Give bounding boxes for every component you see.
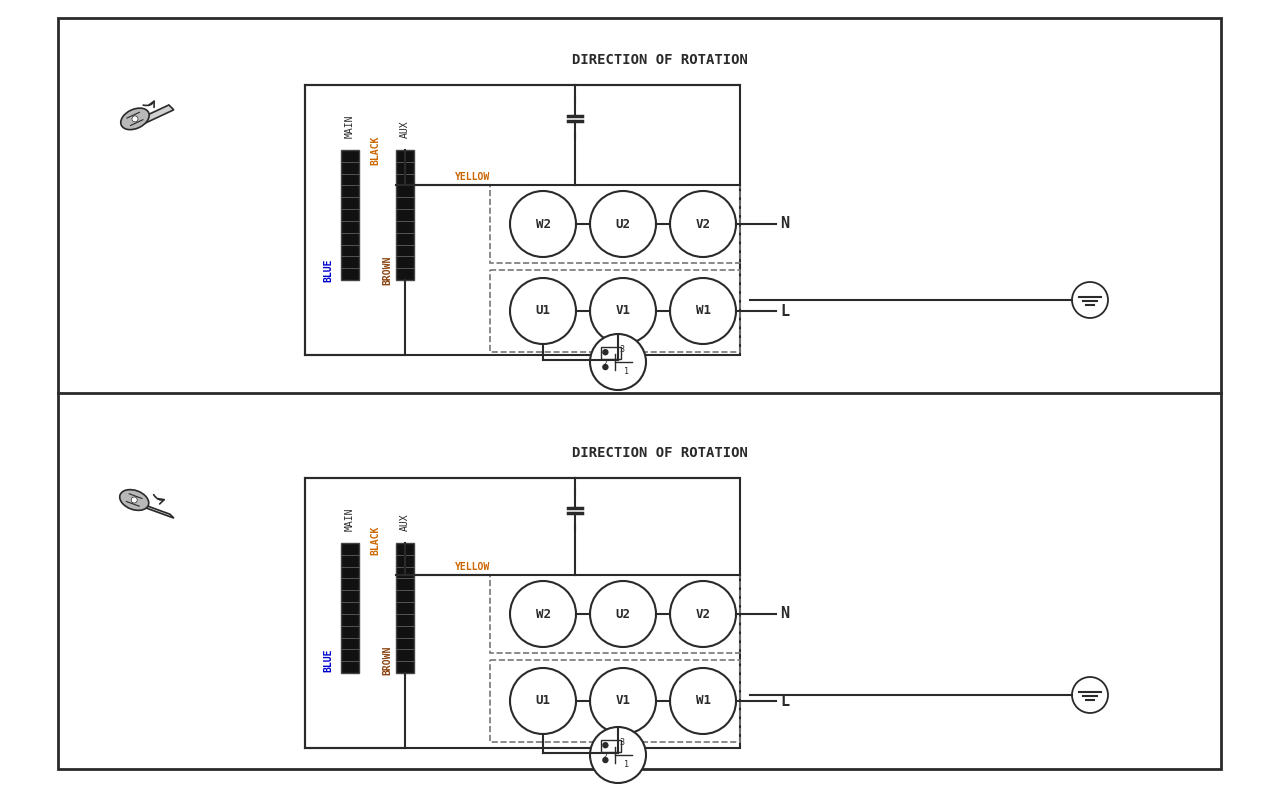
- Text: V2: V2: [695, 608, 710, 620]
- Text: V2: V2: [695, 217, 710, 231]
- Text: MAIN: MAIN: [346, 114, 355, 138]
- Text: U2: U2: [616, 608, 631, 620]
- Circle shape: [603, 758, 608, 763]
- Text: BLACK: BLACK: [370, 135, 380, 164]
- Text: L: L: [780, 304, 790, 319]
- Text: U1: U1: [535, 694, 550, 708]
- Text: W2: W2: [535, 608, 550, 620]
- Circle shape: [669, 668, 736, 734]
- Text: W1: W1: [695, 305, 710, 317]
- Bar: [340, 150, 358, 280]
- Text: V1: V1: [616, 694, 631, 708]
- Circle shape: [603, 364, 608, 370]
- Text: BLUE: BLUE: [323, 258, 333, 282]
- Bar: [602, 346, 621, 359]
- Ellipse shape: [120, 490, 148, 510]
- Text: 1: 1: [623, 368, 628, 376]
- Text: U2: U2: [616, 217, 631, 231]
- Circle shape: [669, 278, 736, 344]
- Circle shape: [590, 278, 657, 344]
- Circle shape: [1073, 677, 1108, 713]
- Circle shape: [669, 191, 736, 257]
- Text: BROWN: BROWN: [381, 255, 392, 285]
- Circle shape: [132, 497, 137, 503]
- Text: BROWN: BROWN: [381, 645, 392, 674]
- Circle shape: [509, 191, 576, 257]
- Ellipse shape: [120, 108, 150, 130]
- Bar: [490, 660, 740, 742]
- Bar: [490, 270, 740, 352]
- Circle shape: [590, 668, 657, 734]
- Circle shape: [603, 743, 608, 748]
- Bar: [602, 740, 621, 752]
- Text: 3: 3: [620, 345, 625, 354]
- Circle shape: [590, 191, 657, 257]
- Circle shape: [603, 349, 608, 355]
- Text: U1: U1: [535, 305, 550, 317]
- Circle shape: [509, 278, 576, 344]
- Text: DIRECTION OF ROTATION: DIRECTION OF ROTATION: [572, 53, 748, 67]
- Text: BLUE: BLUE: [323, 648, 333, 672]
- Text: N: N: [780, 607, 790, 622]
- Text: 2: 2: [603, 359, 608, 368]
- Text: V1: V1: [616, 305, 631, 317]
- Circle shape: [132, 116, 138, 122]
- Polygon shape: [136, 105, 174, 125]
- Text: W2: W2: [535, 217, 550, 231]
- Text: YELLOW: YELLOW: [454, 172, 490, 182]
- Text: MAIN: MAIN: [346, 508, 355, 531]
- Bar: [490, 575, 740, 653]
- Text: L: L: [780, 693, 790, 708]
- Text: BLACK: BLACK: [370, 525, 380, 555]
- Text: 2: 2: [603, 752, 608, 761]
- Circle shape: [590, 727, 646, 783]
- Circle shape: [590, 334, 646, 390]
- Text: DIRECTION OF ROTATION: DIRECTION OF ROTATION: [572, 446, 748, 460]
- Text: 1: 1: [623, 760, 628, 770]
- Text: YELLOW: YELLOW: [454, 562, 490, 572]
- Circle shape: [590, 581, 657, 647]
- Circle shape: [669, 581, 736, 647]
- Bar: [396, 543, 413, 673]
- Bar: [396, 150, 413, 280]
- Circle shape: [1073, 282, 1108, 318]
- Text: AUX: AUX: [399, 513, 410, 531]
- Text: N: N: [780, 216, 790, 231]
- Circle shape: [509, 668, 576, 734]
- Text: W1: W1: [695, 694, 710, 708]
- Text: 3: 3: [620, 738, 625, 747]
- Polygon shape: [136, 502, 174, 518]
- Bar: [305, 85, 740, 355]
- Circle shape: [509, 581, 576, 647]
- Bar: [340, 543, 358, 673]
- Text: AUX: AUX: [399, 120, 410, 138]
- Bar: [305, 478, 740, 748]
- Bar: [490, 185, 740, 263]
